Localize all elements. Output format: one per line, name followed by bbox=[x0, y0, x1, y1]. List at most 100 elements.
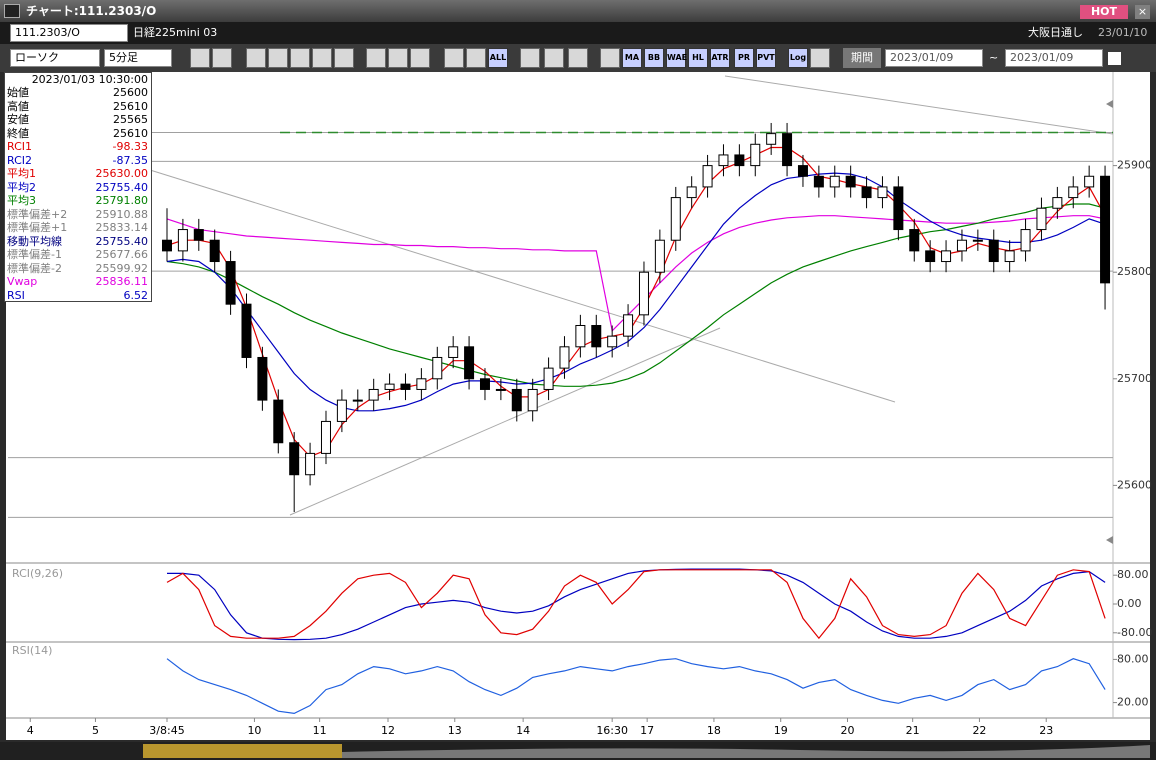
x-tick-label: 11 bbox=[313, 724, 327, 737]
checkbox[interactable] bbox=[1108, 52, 1121, 65]
trend-line bbox=[724, 75, 1114, 135]
candle-body bbox=[797, 165, 808, 177]
info-row: 高値 25610 bbox=[7, 100, 148, 114]
tool-button[interactable] bbox=[212, 48, 232, 68]
candle-body bbox=[718, 154, 729, 167]
candle-body bbox=[941, 250, 952, 263]
info-value: -98.33 bbox=[112, 140, 148, 153]
candle-body bbox=[400, 383, 411, 390]
info-value: 25610 bbox=[113, 99, 148, 113]
interval-select[interactable]: 5分足 bbox=[104, 49, 172, 67]
info-row: 標準偏差+2 25910.88 bbox=[7, 208, 148, 222]
from-date[interactable]: 2023/01/09 bbox=[885, 49, 983, 67]
info-value: 25755.40 bbox=[95, 180, 149, 194]
to-date[interactable]: 2023/01/09 bbox=[1005, 49, 1103, 67]
candle-body bbox=[241, 303, 252, 358]
info-value: 25610 bbox=[113, 126, 148, 140]
candle-body bbox=[257, 356, 268, 401]
candle-body bbox=[734, 154, 745, 167]
period-button[interactable]: 期間 bbox=[843, 48, 881, 68]
candle-body bbox=[336, 399, 347, 422]
scroll-thumb[interactable] bbox=[143, 744, 342, 758]
indicator-button[interactable]: PR bbox=[734, 48, 754, 68]
x-tick-label: 17 bbox=[640, 724, 654, 737]
indicator-button[interactable]: WAE bbox=[666, 48, 687, 68]
candle-body bbox=[1068, 186, 1079, 199]
hot-badge[interactable]: HOT bbox=[1080, 5, 1128, 19]
candle-body bbox=[956, 239, 967, 252]
candle-body bbox=[289, 442, 300, 476]
candle-body bbox=[654, 239, 665, 273]
candle-body bbox=[925, 250, 936, 263]
tool-button[interactable] bbox=[466, 48, 486, 68]
y-tick-label: 25800 bbox=[1117, 265, 1152, 278]
candle-body bbox=[623, 314, 634, 337]
close-button[interactable]: × bbox=[1135, 5, 1150, 19]
indicator-button[interactable]: Log bbox=[788, 48, 808, 68]
tool-button[interactable] bbox=[544, 48, 564, 68]
candle-body bbox=[782, 133, 793, 167]
x-tick-label: 23 bbox=[1039, 724, 1053, 737]
candle-body bbox=[686, 186, 697, 199]
indicator-line bbox=[166, 658, 1106, 715]
chart-kind-select[interactable]: ローソク bbox=[10, 49, 100, 67]
symbol-select[interactable]: 111.2303/O bbox=[10, 24, 128, 42]
symbol-bar: 111.2303/O 日経225mini 03 大阪日通し 23/01/10 bbox=[0, 22, 1156, 44]
trend-line bbox=[289, 327, 721, 516]
candle-body bbox=[702, 165, 713, 188]
tool-button[interactable] bbox=[190, 48, 210, 68]
y-tick-label: 25900 bbox=[1117, 159, 1152, 172]
indicator-button[interactable]: HL bbox=[688, 48, 708, 68]
x-tick-label: 20 bbox=[840, 724, 854, 737]
info-label: 標準偏差-1 bbox=[7, 248, 62, 261]
candle-body bbox=[559, 346, 570, 369]
y-tick-label: -80.00 bbox=[1117, 626, 1152, 639]
tool-button[interactable] bbox=[520, 48, 540, 68]
x-tick-label: 12 bbox=[381, 724, 395, 737]
candle-body bbox=[384, 383, 395, 390]
x-tick-label: 19 bbox=[774, 724, 788, 737]
candle-body bbox=[607, 335, 618, 348]
info-value: 25600 bbox=[113, 86, 148, 99]
scroll-preview bbox=[342, 745, 1150, 758]
tool-button[interactable] bbox=[600, 48, 620, 68]
info-label: 始値 bbox=[7, 86, 29, 99]
tool-button[interactable] bbox=[410, 48, 430, 68]
tool-button[interactable] bbox=[334, 48, 354, 68]
info-label: 移動平均線 bbox=[7, 234, 62, 248]
tool-button[interactable] bbox=[290, 48, 310, 68]
info-row: RSI 6.52 bbox=[7, 289, 148, 303]
info-row: 始値 25600 bbox=[7, 86, 148, 100]
y-tick-label: 80.00 bbox=[1117, 652, 1149, 665]
tool-button[interactable] bbox=[366, 48, 386, 68]
candle-body bbox=[861, 186, 872, 199]
scroll-marker bbox=[1106, 536, 1113, 544]
indicator-button[interactable]: PVT bbox=[756, 48, 776, 68]
x-tick-label: 3/8:45 bbox=[149, 724, 184, 737]
indicator-line bbox=[166, 569, 1106, 640]
candle-body bbox=[638, 271, 649, 316]
info-label: 終値 bbox=[7, 126, 29, 140]
tool-button[interactable] bbox=[388, 48, 408, 68]
tool-button[interactable] bbox=[568, 48, 588, 68]
indicator-button[interactable]: BB bbox=[644, 48, 664, 68]
candle-body bbox=[209, 239, 220, 263]
tool-button[interactable] bbox=[444, 48, 464, 68]
indicator-button[interactable]: ATR bbox=[710, 48, 730, 68]
candle-body bbox=[1084, 175, 1095, 188]
candle-body bbox=[988, 239, 999, 263]
x-tick-label: 5 bbox=[92, 724, 99, 737]
y-tick-label: 80.00 bbox=[1117, 568, 1149, 581]
info-label: 安値 bbox=[7, 113, 29, 126]
candle-body bbox=[813, 175, 824, 188]
info-row: 標準偏差-1 25677.66 bbox=[7, 248, 148, 262]
info-value: 25836.11 bbox=[95, 275, 149, 288]
tool-button[interactable] bbox=[312, 48, 332, 68]
tool-button[interactable] bbox=[268, 48, 288, 68]
x-tick-label: 4 bbox=[27, 724, 34, 737]
indicator-button[interactable]: ALL bbox=[488, 48, 508, 68]
tool-button[interactable] bbox=[246, 48, 266, 68]
indicator-line bbox=[166, 172, 1106, 412]
indicator-button[interactable]: MA bbox=[622, 48, 642, 68]
tool-button[interactable] bbox=[810, 48, 830, 68]
